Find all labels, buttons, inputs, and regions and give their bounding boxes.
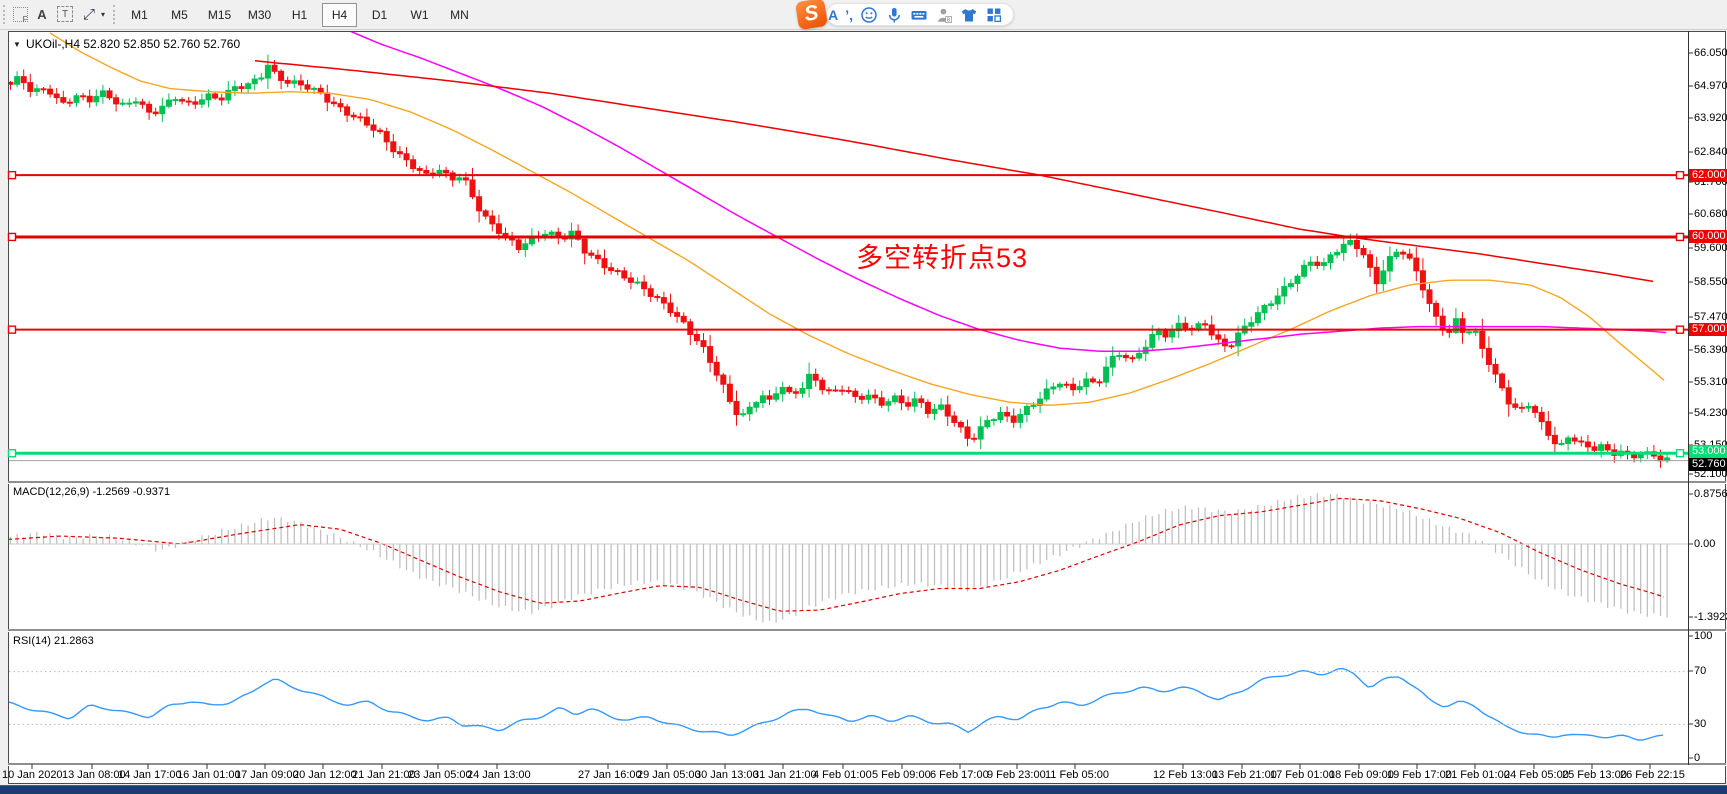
- macd-axis-max: 0.8756: [1694, 488, 1727, 500]
- time-axis-label: 10 Jan 2020: [2, 769, 63, 781]
- price-badge-62.000: 62.000: [1689, 169, 1727, 182]
- chart-annotation-text[interactable]: 多空转折点53: [856, 243, 1029, 273]
- macd-axis-min: -1.3923: [1694, 611, 1727, 623]
- main-macd-separator[interactable]: [8, 481, 1726, 483]
- time-axis-label: 4 Feb 01:00: [813, 769, 872, 781]
- account-icon[interactable]: B: [935, 6, 953, 24]
- indicator-grid-tool[interactable]: F: [10, 3, 30, 25]
- keyboard-icon[interactable]: [910, 6, 928, 24]
- time-axis-label: 6 Feb 17:00: [930, 769, 989, 781]
- timeframe-group: M1 M5 M15 M30 H1 H4 D1 W1 MN: [122, 3, 477, 27]
- grid-f-glyph: F: [22, 14, 28, 24]
- timeframe-button-W1[interactable]: W1: [410, 8, 429, 22]
- price-badge-52.760: 52.760: [1689, 458, 1727, 471]
- rsi-axis-label: 0: [1694, 752, 1701, 764]
- rsi-title: RSI(14) 21.2863: [13, 635, 94, 647]
- price-badge-53.000: 53.000: [1689, 445, 1727, 458]
- font-a-glyph: A: [37, 6, 47, 22]
- time-axis-label: 24 Feb 05:00: [1504, 769, 1569, 781]
- time-axis-label: 17 Jan 09:00: [235, 769, 299, 781]
- time-axis-label: 17 Feb 01:00: [1270, 769, 1335, 781]
- skin-icon[interactable]: [960, 6, 978, 24]
- timeframe-button-H1[interactable]: H1: [291, 8, 308, 22]
- price-badge-57.000: 57.000: [1689, 323, 1727, 336]
- price-axis-divider: [1688, 31, 1689, 765]
- toolbar-grip[interactable]: [3, 5, 9, 24]
- time-axis-label: 31 Jan 21:00: [753, 769, 817, 781]
- time-axis-label: 14 Jan 17:00: [118, 769, 182, 781]
- chart-canvas[interactable]: [9, 32, 1687, 480]
- rsi-pane[interactable]: [9, 633, 1687, 763]
- time-axis-label: 18 Feb 09:00: [1329, 769, 1394, 781]
- time-axis-label: 20 Jan 12:00: [293, 769, 357, 781]
- time-axis-label: 11 Feb 05:00: [1045, 769, 1110, 781]
- time-axis-label: 21 Feb 01:00: [1445, 769, 1510, 781]
- rsi-timeaxis-separator: [8, 763, 1726, 765]
- timeframe-button-M30[interactable]: M30: [247, 8, 272, 22]
- smiley-icon[interactable]: [860, 6, 878, 24]
- time-axis-label: 12 Feb 13:00: [1153, 769, 1218, 781]
- tool-dropdown[interactable]: ▾: [98, 3, 108, 25]
- price-axis-label: 52.100: [1694, 468, 1727, 480]
- sogou-logo-icon[interactable]: S: [794, 0, 829, 31]
- rsi-axis-label: 30: [1694, 718, 1707, 730]
- time-axis-label: 13 Jan 08:00: [62, 769, 126, 781]
- price-axis-label: 66.050: [1694, 47, 1727, 59]
- symbol-ohlc-line: UKOil-,H4 52.820 52.850 52.760 52.760: [26, 37, 241, 51]
- price-axis-label: 58.550: [1694, 276, 1727, 288]
- punctuation-icon[interactable]: ’,: [845, 6, 853, 23]
- arrows-icon: ⤢: [82, 5, 95, 23]
- price-axis-label: 57.470: [1694, 311, 1727, 323]
- time-axis-label: 19 Feb 17:00: [1387, 769, 1452, 781]
- text-t-glyph: T: [57, 6, 73, 22]
- rsi-axis-label: 70: [1694, 665, 1707, 677]
- timeframe-button-H4[interactable]: H4: [322, 3, 357, 27]
- price-axis-label: 56.390: [1694, 344, 1727, 356]
- time-axis-label: 13 Feb 21:00: [1212, 769, 1277, 781]
- one-click-trading-icon[interactable]: ▼: [13, 40, 21, 49]
- macd-axis-zero: 0.00: [1694, 538, 1716, 550]
- rsi-axis-label: 100: [1694, 630, 1713, 642]
- ime-pill: A ’, B: [826, 3, 1014, 26]
- time-axis-label: 24 Jan 13:00: [467, 769, 531, 781]
- timeframe-button-MN[interactable]: MN: [450, 8, 469, 22]
- price-axis-label: 63.920: [1694, 112, 1727, 124]
- timeframe-button-M5[interactable]: M5: [171, 8, 188, 22]
- price-badge-60.000: 60.000: [1689, 230, 1727, 243]
- price-axis-label: 60.680: [1694, 208, 1727, 220]
- time-axis-label: 16 Jan 01:00: [177, 769, 241, 781]
- time-axis-label: 21 Jan 21:00: [352, 769, 416, 781]
- time-axis-label: 30 Jan 13:00: [695, 769, 759, 781]
- time-axis-label: 25 Feb 13:00: [1562, 769, 1627, 781]
- cursor-arrows-tool[interactable]: ⤢: [80, 3, 98, 25]
- price-axis-label: 59.600: [1694, 242, 1727, 254]
- svg-text:B: B: [947, 17, 951, 23]
- price-axis-label: 55.310: [1694, 376, 1727, 388]
- time-axis-label: 23 Jan 05:00: [408, 769, 472, 781]
- timeframe-button-M15[interactable]: M15: [207, 8, 232, 22]
- microphone-icon[interactable]: [885, 6, 903, 24]
- chevron-down-icon: ▾: [100, 9, 105, 19]
- macd-rsi-separator[interactable]: [8, 629, 1726, 631]
- timeframe-button-M1[interactable]: M1: [131, 8, 148, 22]
- timeframe-grip[interactable]: [113, 5, 119, 24]
- font-tool[interactable]: A: [33, 3, 51, 25]
- time-axis-label: 9 Feb 23:00: [987, 769, 1046, 781]
- time-axis-label: 27 Jan 16:00: [578, 769, 642, 781]
- macd-pane[interactable]: [9, 484, 1687, 628]
- time-axis-label: 26 Feb 22:15: [1620, 769, 1685, 781]
- letter-a-icon[interactable]: A: [828, 6, 839, 23]
- macd-title: MACD(12,26,9) -1.2569 -0.9371: [13, 486, 171, 498]
- text-label-tool[interactable]: T: [55, 3, 75, 25]
- taskbar-edge: [0, 785, 1727, 794]
- price-axis-label: 54.230: [1694, 407, 1727, 419]
- price-axis-label: 64.970: [1694, 80, 1727, 92]
- time-axis-label: 5 Feb 09:00: [872, 769, 931, 781]
- time-axis-label: 29 Jan 05:00: [637, 769, 701, 781]
- timeframe-button-D1[interactable]: D1: [371, 8, 388, 22]
- price-axis-label: 62.840: [1694, 146, 1727, 158]
- menu-grid-icon[interactable]: [985, 6, 1003, 24]
